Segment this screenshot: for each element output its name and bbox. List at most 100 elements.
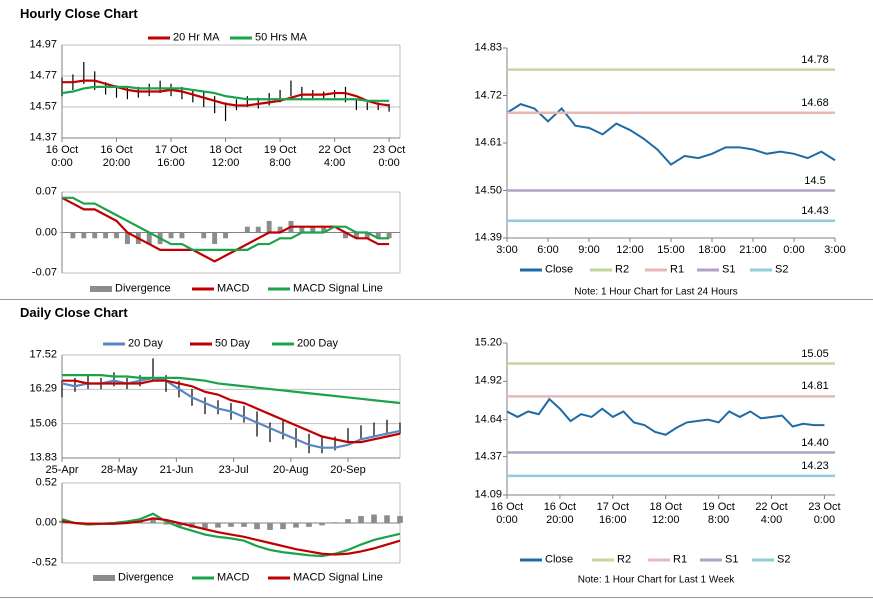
legend-swatch: [90, 286, 112, 292]
divergence-bar: [168, 232, 174, 239]
y-tick-label: 0.07: [35, 185, 57, 198]
ma-line: [62, 379, 401, 444]
legend-label: R1: [670, 263, 685, 276]
legend-label: S2: [777, 553, 791, 566]
y-tick-label: 14.50: [474, 184, 502, 196]
x-tick-label: 20-Sep: [330, 464, 366, 476]
divergence-bar: [310, 226, 316, 233]
x-tick-label: 28-May: [100, 464, 138, 476]
y-tick-label: 14.92: [474, 374, 502, 387]
x-tick-label: 19 Oct 8:00: [263, 144, 297, 169]
divergence-bar: [59, 232, 65, 233]
y-tick-label: 14.57: [29, 100, 57, 113]
level-label: 14.40: [801, 436, 829, 449]
y-tick-label: 14.97: [29, 38, 57, 51]
close-line: [506, 397, 825, 436]
chart-note: Note: 1 Hour Chart for Last 24 Hours: [574, 286, 738, 298]
divergence-bar: [114, 232, 119, 239]
x-tick-label: 17 Oct 16:00: [596, 501, 629, 526]
divergence-bar: [293, 523, 299, 528]
legend-label: MACD Signal Line: [293, 282, 383, 295]
macd-line: [61, 196, 390, 263]
divergence-bar: [202, 523, 208, 529]
divergence-bar: [321, 226, 327, 233]
y-tick-label: -0.52: [31, 556, 57, 569]
divergence-bar: [255, 226, 261, 233]
y-tick-label: 14.83: [474, 41, 502, 54]
x-tick-label: 17 Oct 16:00: [154, 144, 188, 169]
divergence-bar: [215, 523, 221, 528]
divergence-bar: [146, 232, 152, 245]
legend-label: R2: [617, 553, 632, 566]
level-label: 14.43: [801, 204, 829, 217]
divergence-bar: [306, 523, 312, 527]
level-label: 14.68: [801, 96, 829, 109]
legend-label: Divergence: [115, 282, 171, 295]
x-tick-label: 19 Oct 8:00: [702, 501, 735, 526]
divergence-bar: [397, 516, 403, 523]
divergence-bar: [81, 232, 87, 239]
divergence-bar: [384, 515, 390, 523]
divergence-bar: [124, 232, 130, 245]
level-label: 15.05: [801, 347, 829, 360]
divergence-bar: [375, 232, 381, 239]
x-tick-label: 16 Oct 0:00: [45, 144, 79, 169]
divergence-bar: [70, 232, 76, 239]
y-tick-label: 15.20: [474, 336, 502, 349]
divergence-bar: [353, 232, 359, 239]
legend-label: 200 Day: [297, 337, 338, 350]
divergence-bar: [92, 232, 98, 239]
legend-label: S2: [775, 263, 789, 276]
y-tick-label: 17.52: [29, 348, 57, 361]
y-tick-label: 15.06: [29, 417, 57, 430]
y-tick-label: -0.07: [31, 266, 57, 279]
y-tick-label: 16.29: [29, 382, 57, 395]
x-tick-label: 21:00: [739, 244, 767, 256]
x-tick-label: 15:00: [657, 244, 685, 256]
divergence-bar: [163, 523, 169, 525]
y-tick-label: 0.00: [35, 516, 57, 529]
divergence-bar: [371, 514, 377, 523]
legend-label: Divergence: [118, 571, 174, 584]
close-line: [506, 103, 836, 166]
x-tick-label: 25-Apr: [45, 464, 79, 476]
divergence-bar: [280, 523, 286, 530]
x-tick-label: 12:00: [616, 244, 644, 256]
y-tick-label: 14.61: [474, 136, 502, 149]
legend-label: 50 Hrs MA: [255, 31, 307, 44]
ma-line: [61, 376, 401, 449]
legend-label: 50 Day: [215, 337, 250, 350]
divergence-bar: [233, 232, 239, 233]
x-tick-label: 16 Oct 20:00: [100, 144, 133, 169]
legend-label: Close: [545, 553, 574, 566]
x-tick-label: 0:00: [783, 244, 805, 256]
x-tick-label: 18 Oct 12:00: [649, 501, 682, 526]
legend-label: S1: [725, 553, 739, 566]
y-tick-label: 14.72: [474, 89, 502, 101]
y-tick-label: 0.00: [35, 226, 57, 238]
divergence-bar: [176, 523, 182, 527]
x-tick-label: 22 Oct 4:00: [755, 501, 788, 526]
legend-label: MACD Signal Line: [293, 571, 383, 584]
x-tick-label: 18 Oct 12:00: [209, 144, 242, 169]
divergence-bar: [103, 232, 109, 239]
x-tick-label: 3:00: [824, 244, 846, 256]
divergence-bar: [223, 232, 229, 239]
x-tick-label: 21-Jun: [159, 464, 194, 476]
level-label: 14.81: [801, 380, 829, 393]
x-tick-label: 16 Oct 20:00: [543, 501, 577, 526]
y-tick-label: 0.52: [35, 476, 57, 489]
legend-label: MACD: [217, 571, 250, 584]
legend-swatch: [93, 575, 115, 581]
x-tick-label: 23-Jul: [218, 464, 249, 476]
divergence-bar: [345, 519, 351, 523]
macd-line: [62, 196, 390, 251]
y-tick-label: 14.64: [474, 413, 502, 426]
divergence-bar: [299, 226, 305, 233]
divergence-bar: [343, 232, 348, 239]
divergence-bar: [319, 523, 325, 526]
divergence-bar: [244, 226, 250, 233]
divergence-bar: [228, 523, 234, 527]
x-tick-label: 3:00: [496, 244, 518, 256]
